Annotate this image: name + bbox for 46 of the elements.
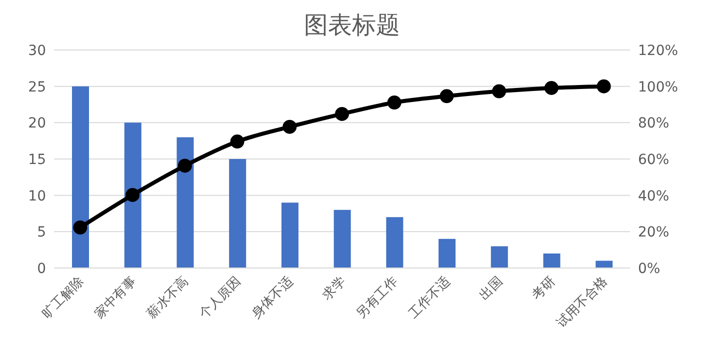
point xyxy=(492,84,506,98)
y-tick-label: 10 xyxy=(28,188,46,204)
bar xyxy=(176,137,194,268)
point xyxy=(596,79,611,94)
x-tick-label: 出国 xyxy=(476,274,506,304)
point xyxy=(230,134,244,149)
bar xyxy=(124,122,142,268)
bar xyxy=(72,86,89,268)
x-tick-label: 旷工解除 xyxy=(40,274,88,322)
y-tick-label: 30 xyxy=(28,42,46,59)
x-tick-label: 身体不适 xyxy=(249,274,296,322)
y2-tick-label: 100% xyxy=(638,79,678,96)
x-tick-label: 求学 xyxy=(320,274,349,304)
y-tick-label: 15 xyxy=(28,152,46,168)
point xyxy=(440,89,454,104)
y2-tick-label: 20% xyxy=(638,224,670,241)
point xyxy=(126,188,140,202)
bar xyxy=(438,238,456,268)
y2-tick-label: 0% xyxy=(638,260,660,277)
x-tick-label: 个人原因 xyxy=(196,274,244,322)
y2-tick-label: 40% xyxy=(638,188,670,204)
x-tick-label: 另有工作 xyxy=(354,274,402,322)
point xyxy=(387,96,402,110)
bar xyxy=(543,253,560,268)
bar xyxy=(596,260,613,268)
point xyxy=(178,158,192,173)
x-tick-label: 薪水不高 xyxy=(144,274,192,322)
y2-tick-label: 120% xyxy=(638,42,678,59)
bar xyxy=(281,202,298,268)
point xyxy=(282,120,297,134)
y-tick-label: 25 xyxy=(28,79,46,96)
x-tick-label: 家中有事 xyxy=(91,274,140,322)
bar xyxy=(386,217,404,268)
point xyxy=(73,220,88,234)
y-tick-label: 5 xyxy=(37,224,46,241)
y2-tick-label: 60% xyxy=(638,152,670,168)
chart-title: 图表标题 xyxy=(303,10,401,41)
bar xyxy=(334,210,351,268)
point xyxy=(544,80,558,95)
x-tick-label: 工作不适 xyxy=(406,274,454,322)
point xyxy=(335,106,349,121)
y-tick-label: 20 xyxy=(28,116,46,132)
bar xyxy=(490,246,508,268)
bar xyxy=(229,159,246,268)
y2-tick-label: 80% xyxy=(638,116,670,132)
y-tick-label: 0 xyxy=(37,260,46,277)
